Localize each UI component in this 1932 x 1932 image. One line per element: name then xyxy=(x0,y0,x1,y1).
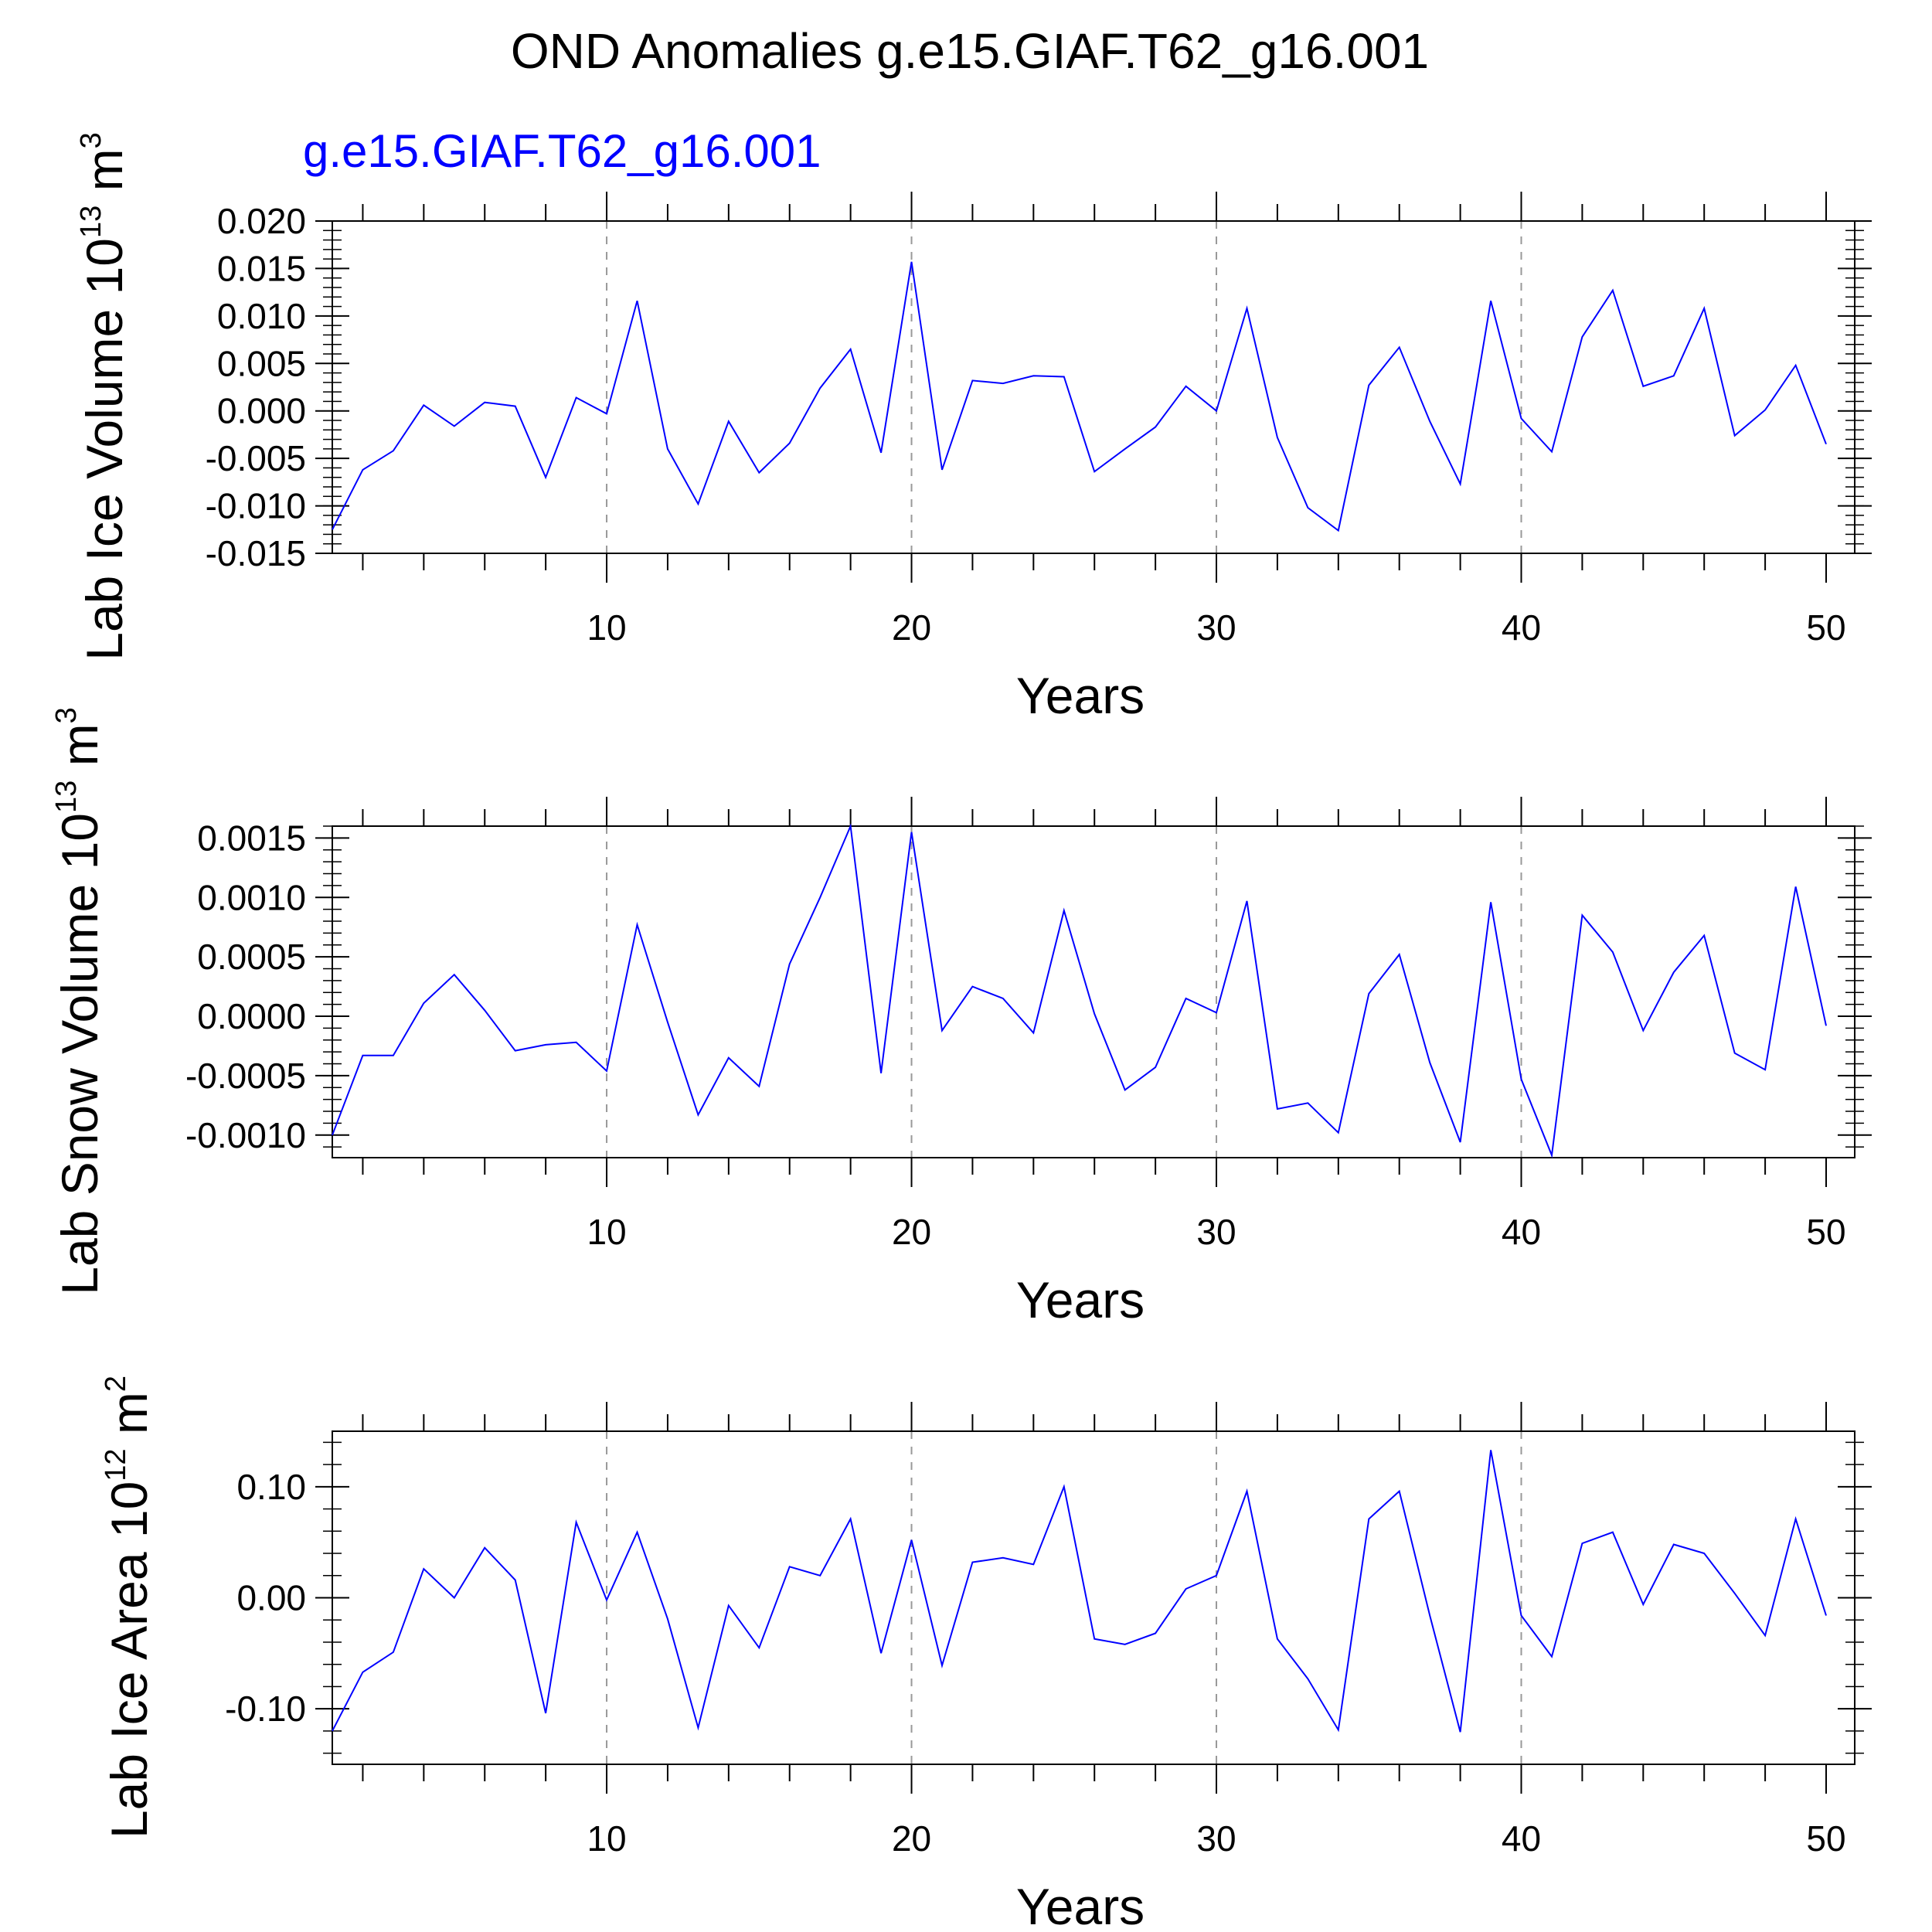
xtick-label: 40 xyxy=(1502,607,1541,648)
plot-frame xyxy=(332,220,1855,554)
y-axis-label: Lab Snow Volume 1013 m3 xyxy=(50,707,108,1295)
xtick-label: 50 xyxy=(1806,1212,1845,1252)
xtick-label: 10 xyxy=(587,607,626,648)
ytick-label: -0.005 xyxy=(206,438,306,478)
x-axis-label: Years xyxy=(1016,1878,1145,1932)
ytick-label: -0.015 xyxy=(206,533,306,573)
chart-panel-2: 10 20 30 40 50 -0.0010 -0.0005 0.0000 0.0005 0.00… xyxy=(50,707,1872,1328)
ytick-label: 0.000 xyxy=(217,391,306,431)
y-axis-label: Lab Ice Area 1012 m2 xyxy=(100,1376,158,1838)
ytick-label: -0.10 xyxy=(225,1689,306,1729)
xtick-label: 10 xyxy=(587,1818,626,1859)
chart-panel-3: 10 20 30 40 50 -0.10 0.00 0.10 Years Lab Ice Area… xyxy=(100,1376,1872,1932)
ytick-label: 0.020 xyxy=(217,201,306,241)
chart-panel-1: 10 20 30 40 50 -0.015 -0.010 -0.005 0.000 0.005 0.… xyxy=(75,125,1872,724)
ytick-label: -0.0010 xyxy=(185,1115,306,1155)
ytick-label: 0.0015 xyxy=(197,818,306,858)
xtick-label: 50 xyxy=(1806,1818,1845,1859)
ytick-label: 0.015 xyxy=(217,248,306,288)
xtick-label: 30 xyxy=(1196,607,1236,648)
y-axis-label: Lab Ice Volume 1013 m3 xyxy=(75,132,133,660)
ytick-label: 0.00 xyxy=(236,1578,306,1618)
x-axis-label: Years xyxy=(1016,667,1145,724)
ytick-label: 0.10 xyxy=(236,1467,306,1507)
ytick-label: 0.0000 xyxy=(197,996,306,1036)
ytick-label: 0.0005 xyxy=(197,937,306,977)
xtick-label: 40 xyxy=(1502,1212,1541,1252)
x-axis-label: Years xyxy=(1016,1271,1145,1328)
panel-subtitle: g.e15.GIAF.T62_g16.001 xyxy=(303,125,821,177)
xtick-label: 10 xyxy=(587,1212,626,1252)
ytick-label: 0.005 xyxy=(217,343,306,383)
plot-frame xyxy=(332,825,1855,1158)
ytick-label: -0.0005 xyxy=(185,1056,306,1096)
ytick-label: 0.0010 xyxy=(197,877,306,917)
main-title: OND Anomalies g.e15.GIAF.T62_g16.001 xyxy=(511,23,1429,79)
series-line xyxy=(332,261,1827,532)
xtick-label: 30 xyxy=(1196,1212,1236,1252)
xtick-label: 20 xyxy=(892,607,931,648)
xtick-label: 40 xyxy=(1502,1818,1541,1859)
ytick-label: -0.010 xyxy=(206,486,306,526)
xtick-label: 20 xyxy=(892,1212,931,1252)
xtick-label: 50 xyxy=(1806,607,1845,648)
ytick-label: 0.010 xyxy=(217,296,306,336)
plot-frame xyxy=(332,1430,1855,1765)
xtick-label: 30 xyxy=(1196,1818,1236,1859)
series-line xyxy=(332,823,1827,1158)
series-line xyxy=(332,1450,1827,1733)
xtick-label: 20 xyxy=(892,1818,931,1859)
